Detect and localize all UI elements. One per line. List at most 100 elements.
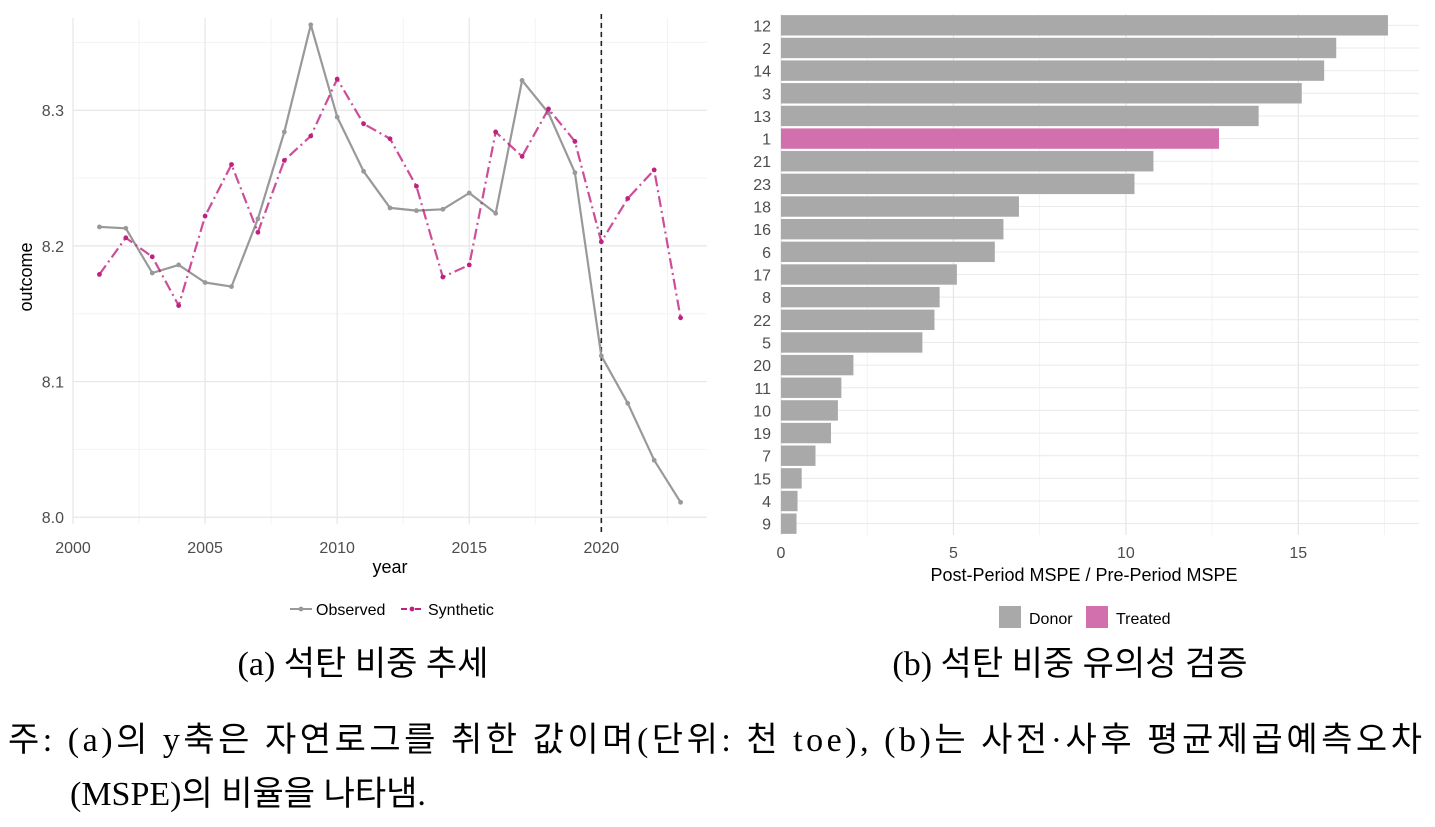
legend-label: Observed <box>316 602 385 619</box>
line-chart-series <box>97 22 683 505</box>
y-tick-label: 8.1 <box>42 375 64 392</box>
bar-donor <box>781 173 1135 195</box>
data-point <box>625 196 631 201</box>
data-point <box>440 206 446 212</box>
bar-donor <box>781 83 1302 104</box>
y-tick-label: 20 <box>753 358 771 375</box>
bar-donor <box>781 151 1154 172</box>
legend-label: Synthetic <box>428 602 494 619</box>
data-point <box>361 168 366 174</box>
data-point <box>281 158 287 163</box>
legend-key-swatch <box>1086 606 1108 628</box>
x-axis-title: Post-Period MSPE / Pre-Period MSPE <box>930 565 1237 585</box>
data-point <box>334 76 340 82</box>
y-tick-label: 16 <box>753 222 771 239</box>
data-point <box>97 271 102 277</box>
y-tick-label: 3 <box>762 86 771 103</box>
data-point <box>229 162 234 167</box>
data-point <box>123 235 129 241</box>
bar-donor <box>781 377 842 398</box>
data-point <box>334 114 340 120</box>
y-tick-label: 14 <box>753 64 771 81</box>
data-point <box>255 216 261 222</box>
data-point <box>651 457 657 463</box>
y-tick-label: 22 <box>753 313 771 330</box>
data-point <box>651 167 657 173</box>
data-point <box>414 183 419 189</box>
data-point <box>414 208 419 214</box>
series-synthetic <box>97 76 683 321</box>
data-point <box>387 136 393 142</box>
bar-donor <box>781 400 838 421</box>
data-point <box>519 153 525 159</box>
y-tick-label: 10 <box>753 403 771 420</box>
legend-label: Treated <box>1116 611 1171 628</box>
data-point <box>361 121 366 127</box>
bar-chart-ticks: 0 5 10 15 12 2 14 3 13 1 21 23 18 16 6 17 8 22 5 20 11 10 19 7 1… <box>753 18 1307 562</box>
legend-key-point <box>298 606 304 612</box>
y-tick-label: 11 <box>754 381 771 398</box>
bar-chart-bars <box>781 15 1388 534</box>
y-tick-label: 2 <box>762 41 771 58</box>
x-tick-label: 2000 <box>55 540 91 557</box>
bar-donor <box>781 513 797 534</box>
x-tick-label: 2020 <box>584 540 620 557</box>
legend-label: Donor <box>1029 611 1073 628</box>
x-tick-label: 2015 <box>451 540 487 557</box>
x-tick-label: 15 <box>1289 545 1307 562</box>
data-point <box>123 225 129 231</box>
x-tick-label: 2005 <box>187 540 223 557</box>
y-tick-label: 19 <box>753 426 771 443</box>
y-tick-label: 8.3 <box>42 103 64 120</box>
bar-donor <box>781 219 1004 240</box>
x-axis-title: year <box>372 557 407 577</box>
x-tick-label: 0 <box>777 545 786 562</box>
bar-donor <box>781 264 957 285</box>
x-tick-label: 2010 <box>319 540 355 557</box>
bar-donor <box>781 60 1325 81</box>
bar-donor <box>781 241 995 263</box>
data-point <box>202 280 208 285</box>
y-tick-label: 7 <box>762 449 771 466</box>
bar-donor <box>781 332 923 353</box>
data-point <box>149 270 155 276</box>
data-point <box>466 262 472 268</box>
data-point <box>572 170 578 176</box>
data-point <box>308 22 314 28</box>
data-point <box>678 499 683 505</box>
data-point <box>493 129 499 135</box>
bar-donor <box>781 196 1019 217</box>
y-tick-label: 15 <box>753 471 771 488</box>
y-tick-label: 4 <box>762 494 771 511</box>
note-line-2: (MSPE)의 비율을 나타냄. <box>70 776 426 813</box>
bar-donor <box>781 445 816 466</box>
y-tick-label: 1 <box>762 132 771 149</box>
note-line-1: 주: (a)의 y축은 자연로그를 취한 값이며(단위: 천 toe), (b)… <box>8 722 1422 759</box>
bar-treated <box>781 128 1219 149</box>
data-point <box>149 254 155 260</box>
x-tick-label: 5 <box>949 545 958 562</box>
data-point <box>387 205 393 211</box>
line-chart: 2000 2005 2010 2015 2020 8.0 8.1 8.2 8.3 year ou… <box>16 14 707 619</box>
y-tick-label: 21 <box>753 154 771 171</box>
line-chart-grid <box>72 18 707 524</box>
bar-donor <box>781 286 940 308</box>
bar-donor <box>781 15 1388 36</box>
data-point <box>598 239 604 245</box>
data-point <box>546 106 551 112</box>
data-point <box>176 303 182 308</box>
y-tick-label: 8 <box>762 290 771 307</box>
y-tick-label: 9 <box>762 517 771 534</box>
data-point <box>466 190 472 196</box>
y-tick-label: 6 <box>762 245 771 262</box>
y-tick-label: 8.2 <box>42 239 64 256</box>
legend-item-synthetic: Synthetic <box>401 602 494 619</box>
y-tick-label: 23 <box>753 177 771 194</box>
data-point <box>229 284 234 290</box>
bar-chart-legend: Donor Treated <box>999 606 1171 628</box>
bar-donor <box>781 422 832 444</box>
y-axis-title: outcome <box>16 242 36 311</box>
line-chart-legend: Observed Synthetic <box>290 602 494 619</box>
legend-key-swatch <box>999 606 1021 628</box>
